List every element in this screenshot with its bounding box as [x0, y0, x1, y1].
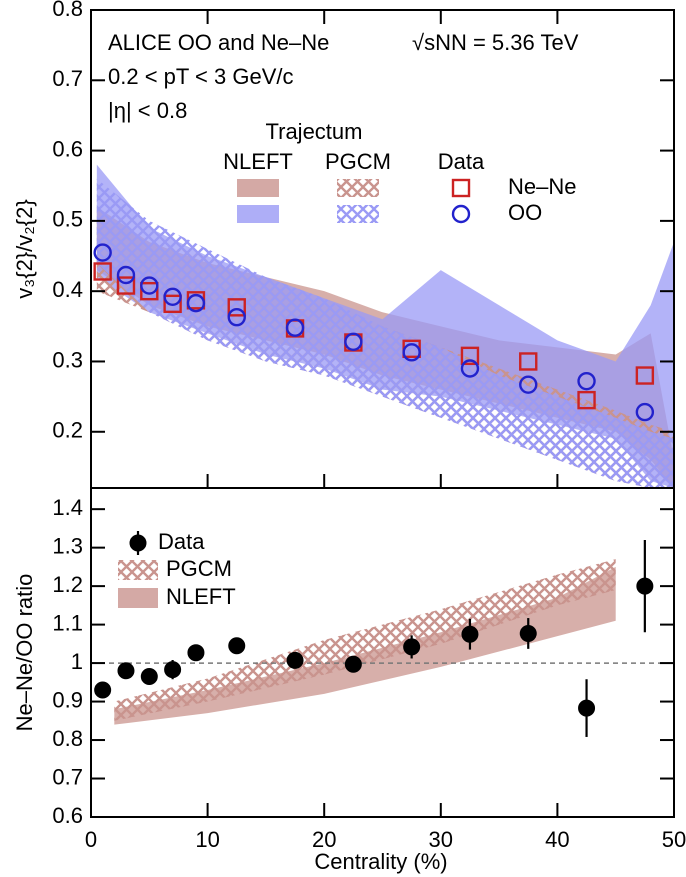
y-tick-label: 0.9 — [52, 687, 83, 712]
x-tick-label: 50 — [662, 827, 686, 852]
y-tick-label: 1.1 — [52, 610, 83, 635]
legend-swatch — [237, 179, 279, 197]
marker — [344, 655, 362, 673]
marker — [636, 577, 654, 595]
marker — [228, 637, 246, 655]
marker — [164, 661, 182, 679]
marker — [519, 624, 537, 642]
annotation: 0.2 < pT < 3 GeV/c — [108, 64, 294, 89]
legend-label: Ne–Ne — [508, 174, 576, 199]
legend-header: NLEFT — [223, 149, 293, 174]
marker — [227, 307, 246, 327]
y-tick-label: 0.7 — [52, 66, 83, 91]
marker — [519, 352, 538, 371]
band — [96, 178, 674, 488]
legend-label: OO — [508, 200, 542, 225]
marker — [186, 293, 206, 313]
frame — [90, 487, 675, 818]
marker — [140, 281, 159, 301]
marker — [519, 375, 538, 394]
marker — [285, 318, 305, 337]
legend-swatch — [337, 205, 379, 223]
marker — [460, 346, 480, 366]
y-tick-label: 1.4 — [52, 495, 83, 520]
legend-label: PGCM — [166, 556, 232, 581]
marker — [461, 625, 479, 643]
annotation: √sNN = 5.36 TeV — [412, 30, 579, 55]
y-axis-label: Ne–Ne/OO ratio — [12, 574, 37, 732]
marker — [577, 371, 596, 391]
marker — [578, 699, 596, 717]
marker — [163, 294, 182, 314]
marker — [577, 390, 596, 410]
plot-area — [114, 559, 616, 725]
marker — [93, 243, 112, 262]
band — [114, 559, 616, 721]
marker — [140, 276, 159, 295]
marker — [93, 262, 112, 281]
marker — [402, 343, 421, 362]
marker — [116, 265, 136, 285]
marker — [344, 332, 363, 351]
y-tick-label: 0.2 — [52, 418, 83, 443]
marker — [227, 298, 246, 317]
x-axis-label: Centrality (%) — [314, 849, 447, 874]
y-tick-label: 0.6 — [52, 136, 83, 161]
y-tick-label: 0.3 — [52, 347, 83, 372]
marker — [94, 681, 112, 699]
y-axis-label: v₃{2}/v₂{2} — [12, 199, 37, 298]
marker — [403, 638, 421, 656]
y-tick-label: 0.8 — [52, 726, 83, 751]
legend-header: Data — [438, 149, 485, 174]
x-tick-label: 10 — [195, 827, 219, 852]
x-tick-label: 0 — [85, 827, 97, 852]
y-tick-label: 0.6 — [52, 803, 83, 828]
y-tick-label: 0.7 — [52, 764, 83, 789]
legend-swatch — [337, 179, 379, 197]
x-tick-label: 20 — [312, 827, 336, 852]
marker — [129, 534, 147, 552]
legend-swatch — [118, 588, 158, 608]
y-tick-label: 0.8 — [52, 0, 83, 21]
y-tick-label: 1.3 — [52, 533, 83, 558]
marker — [286, 651, 304, 669]
annotation: ALICE OO and Ne–Ne — [108, 30, 329, 55]
marker — [635, 366, 655, 385]
marker — [460, 359, 480, 378]
plot-area — [96, 164, 674, 488]
legend-label: NLEFT — [166, 584, 236, 609]
marker — [116, 276, 136, 295]
x-tick-label: 30 — [429, 827, 453, 852]
marker — [117, 662, 135, 680]
legend-title: Trajectum — [266, 119, 363, 144]
legend-label: Data — [158, 529, 205, 554]
legend-header: PGCM — [325, 149, 391, 174]
marker — [451, 178, 471, 198]
marker — [140, 668, 158, 686]
marker — [451, 204, 471, 224]
annotation: |η| < 0.8 — [108, 98, 187, 123]
y-tick-label: 1 — [71, 649, 83, 674]
x-tick-label: 40 — [545, 827, 569, 852]
y-tick-label: 0.4 — [52, 277, 83, 302]
y-tick-label: 1.2 — [52, 572, 83, 597]
legend-swatch — [118, 560, 158, 580]
marker — [163, 287, 182, 306]
legend-swatch — [237, 205, 279, 223]
y-tick-label: 0.5 — [52, 207, 83, 232]
marker — [187, 644, 205, 662]
marker — [635, 402, 655, 422]
